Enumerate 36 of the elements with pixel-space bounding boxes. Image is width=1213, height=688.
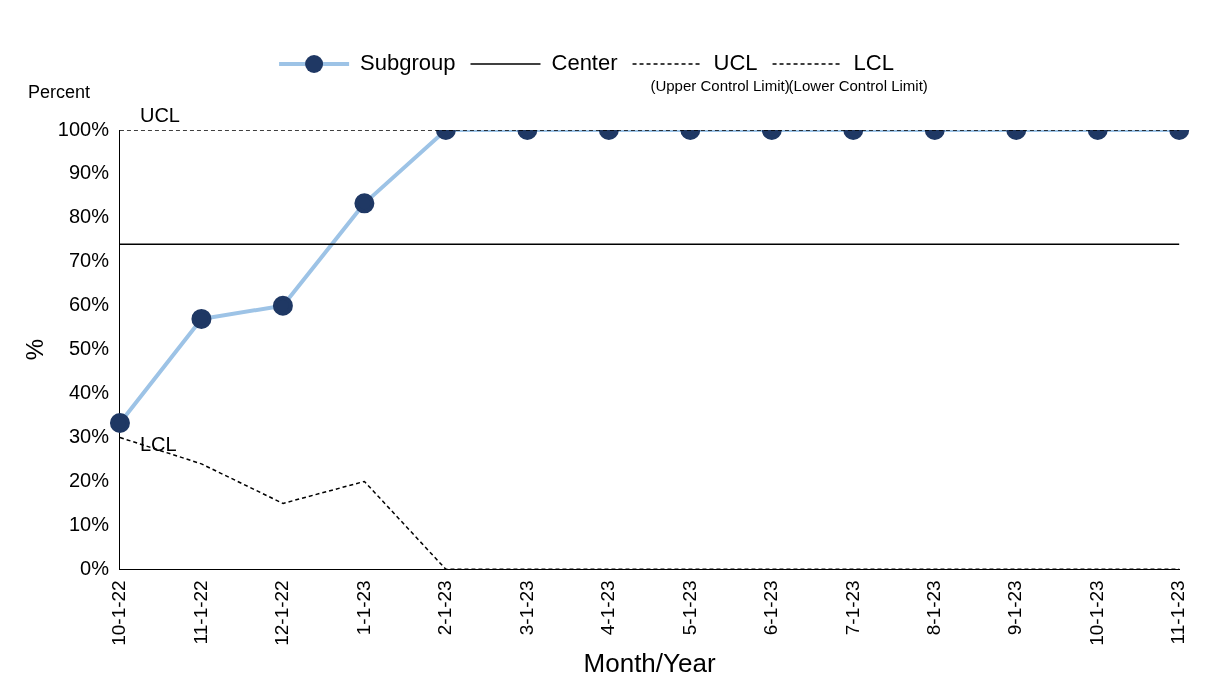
- text: Percent: [28, 81, 91, 102]
- text: (Upper Control Limit): [650, 76, 790, 94]
- x-tick-label: 12-1-22: [271, 580, 293, 646]
- y-tick-label: 20%: [68, 468, 110, 491]
- x-tick-label: 11-1-22: [189, 580, 211, 645]
- annotation: UCL: [139, 103, 180, 126]
- x-tick-label: 6-1-23: [760, 580, 782, 636]
- y-tick-label: 80%: [68, 205, 110, 228]
- y-tick-label: 60%: [68, 293, 110, 316]
- y-tick-label: 30%: [68, 425, 110, 448]
- y-tick-label: 90%: [68, 161, 110, 184]
- x-tick-label: 10-1-22: [108, 580, 130, 646]
- legend-label: LCL: [853, 50, 894, 76]
- y-tick-label: 40%: [68, 381, 110, 404]
- x-axis-title: Month/Year: [583, 647, 716, 678]
- text: (Lower Control Limit): [788, 76, 928, 94]
- x-tick-label: 7-1-23: [841, 580, 863, 636]
- y-axis-title: %: [21, 338, 49, 361]
- legend-label: Center: [551, 50, 618, 76]
- y-tick-label: 0%: [80, 556, 110, 579]
- x-tick-label: 9-1-23: [1004, 580, 1026, 636]
- y-tick-label: 10%: [68, 512, 110, 535]
- x-tick-label: 10-1-23: [1085, 580, 1107, 646]
- legend-label: Subgroup: [360, 50, 456, 76]
- y-tick-label: 70%: [68, 249, 110, 272]
- x-tick-label: 8-1-23: [922, 580, 944, 636]
- annotation: LCL: [139, 433, 177, 456]
- x-tick-label: 1-1-23: [352, 580, 374, 636]
- x-tick-label: 4-1-23: [597, 580, 619, 636]
- y-tick-label: 100%: [57, 117, 110, 140]
- x-tick-label: 11-1-23: [1167, 580, 1189, 645]
- x-tick-label: 5-1-23: [678, 580, 700, 636]
- x-tick-label: 3-1-23: [515, 580, 537, 636]
- x-tick-label: 2-1-23: [434, 580, 456, 636]
- legend-label: UCL: [713, 50, 758, 76]
- y-tick-label: 50%: [68, 337, 110, 360]
